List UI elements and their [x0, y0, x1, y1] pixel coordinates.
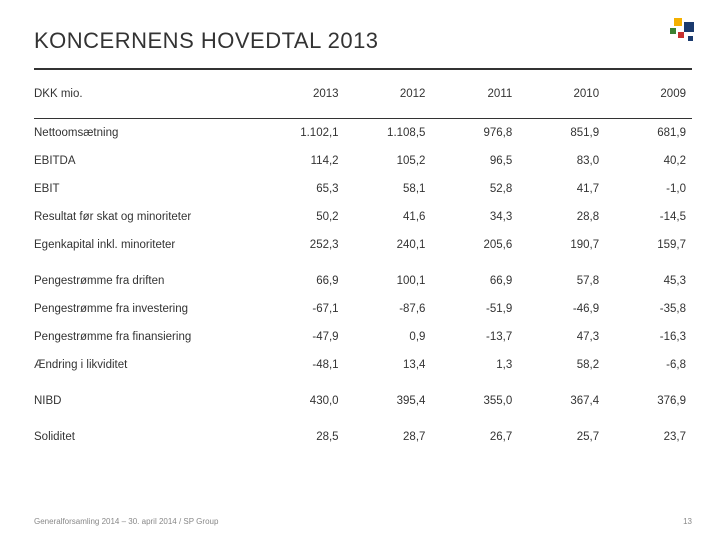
row-value: 45,3	[605, 259, 692, 295]
row-value: -47,9	[258, 323, 345, 351]
row-label: Pengestrømme fra finansiering	[34, 323, 258, 351]
row-value: 0,9	[345, 323, 432, 351]
row-label: EBIT	[34, 175, 258, 203]
row-value: 105,2	[345, 147, 432, 175]
row-label: Soliditet	[34, 415, 258, 451]
row-value: 57,8	[518, 259, 605, 295]
table-row: EBITDA114,2105,296,583,040,2	[34, 147, 692, 175]
row-label: Resultat før skat og minoriteter	[34, 203, 258, 231]
row-value: 252,3	[258, 231, 345, 259]
row-value: 1.102,1	[258, 119, 345, 148]
row-value: 23,7	[605, 415, 692, 451]
row-value: 96,5	[431, 147, 518, 175]
row-value: 100,1	[345, 259, 432, 295]
row-value: 28,5	[258, 415, 345, 451]
row-value: 205,6	[431, 231, 518, 259]
logo-square	[670, 28, 676, 34]
row-value: 25,7	[518, 415, 605, 451]
slide-footer: Generalforsamling 2014 – 30. april 2014 …	[34, 517, 692, 526]
row-value: -35,8	[605, 295, 692, 323]
row-value: 430,0	[258, 379, 345, 415]
row-value: 83,0	[518, 147, 605, 175]
table-row: NIBD430,0395,4355,0367,4376,9	[34, 379, 692, 415]
row-value: 976,8	[431, 119, 518, 148]
logo-square	[684, 22, 694, 32]
financial-table: DKK mio. 2013 2012 2011 2010 2009 Nettoo…	[34, 70, 692, 451]
row-value: 58,1	[345, 175, 432, 203]
row-value: -13,7	[431, 323, 518, 351]
row-value: 66,9	[431, 259, 518, 295]
row-value: -87,6	[345, 295, 432, 323]
brand-logo	[668, 18, 696, 46]
row-value: 66,9	[258, 259, 345, 295]
row-value: 52,8	[431, 175, 518, 203]
financial-table-wrap: DKK mio. 2013 2012 2011 2010 2009 Nettoo…	[0, 70, 720, 451]
row-value: 159,7	[605, 231, 692, 259]
row-value: -67,1	[258, 295, 345, 323]
row-value: -16,3	[605, 323, 692, 351]
row-value: 28,7	[345, 415, 432, 451]
header-year: 2011	[431, 70, 518, 119]
row-label: Pengestrømme fra driften	[34, 259, 258, 295]
header-year: 2013	[258, 70, 345, 119]
row-value: -46,9	[518, 295, 605, 323]
row-value: 40,2	[605, 147, 692, 175]
header-label: DKK mio.	[34, 70, 258, 119]
row-value: 28,8	[518, 203, 605, 231]
table-row: Pengestrømme fra driften66,9100,166,957,…	[34, 259, 692, 295]
logo-square	[688, 36, 693, 41]
row-value: 1.108,5	[345, 119, 432, 148]
header-year: 2010	[518, 70, 605, 119]
row-value: 367,4	[518, 379, 605, 415]
row-value: -6,8	[605, 351, 692, 379]
row-value: 355,0	[431, 379, 518, 415]
table-row: Pengestrømme fra finansiering-47,90,9-13…	[34, 323, 692, 351]
row-value: 34,3	[431, 203, 518, 231]
row-value: -14,5	[605, 203, 692, 231]
row-label: NIBD	[34, 379, 258, 415]
row-label: Pengestrømme fra investering	[34, 295, 258, 323]
row-label: Ændring i likviditet	[34, 351, 258, 379]
row-label: EBITDA	[34, 147, 258, 175]
table-row: Nettoomsætning1.102,11.108,5976,8851,968…	[34, 119, 692, 148]
row-value: 26,7	[431, 415, 518, 451]
header-year: 2012	[345, 70, 432, 119]
table-row: Ændring i likviditet-48,113,41,358,2-6,8	[34, 351, 692, 379]
row-value: 190,7	[518, 231, 605, 259]
logo-square	[678, 32, 684, 38]
table-header-row: DKK mio. 2013 2012 2011 2010 2009	[34, 70, 692, 119]
row-value: -51,9	[431, 295, 518, 323]
table-row: Soliditet28,528,726,725,723,7	[34, 415, 692, 451]
row-value: 41,7	[518, 175, 605, 203]
row-value: 395,4	[345, 379, 432, 415]
row-value: 65,3	[258, 175, 345, 203]
table-row: EBIT65,358,152,841,7-1,0	[34, 175, 692, 203]
row-value: 240,1	[345, 231, 432, 259]
row-value: 47,3	[518, 323, 605, 351]
row-label: Nettoomsætning	[34, 119, 258, 148]
row-value: 13,4	[345, 351, 432, 379]
footer-page-number: 13	[683, 517, 692, 526]
row-value: 376,9	[605, 379, 692, 415]
row-value: 50,2	[258, 203, 345, 231]
row-value: -48,1	[258, 351, 345, 379]
row-value: 114,2	[258, 147, 345, 175]
page-title: KONCERNENS HOVEDTAL 2013	[0, 0, 720, 68]
row-value: 58,2	[518, 351, 605, 379]
row-label: Egenkapital inkl. minoriteter	[34, 231, 258, 259]
logo-square	[674, 18, 682, 26]
footer-left: Generalforsamling 2014 – 30. april 2014 …	[34, 517, 218, 526]
row-value: 851,9	[518, 119, 605, 148]
row-value: 1,3	[431, 351, 518, 379]
table-row: Pengestrømme fra investering-67,1-87,6-5…	[34, 295, 692, 323]
row-value: -1,0	[605, 175, 692, 203]
row-value: 41,6	[345, 203, 432, 231]
table-row: Resultat før skat og minoriteter50,241,6…	[34, 203, 692, 231]
table-row: Egenkapital inkl. minoriteter252,3240,12…	[34, 231, 692, 259]
header-year: 2009	[605, 70, 692, 119]
row-value: 681,9	[605, 119, 692, 148]
